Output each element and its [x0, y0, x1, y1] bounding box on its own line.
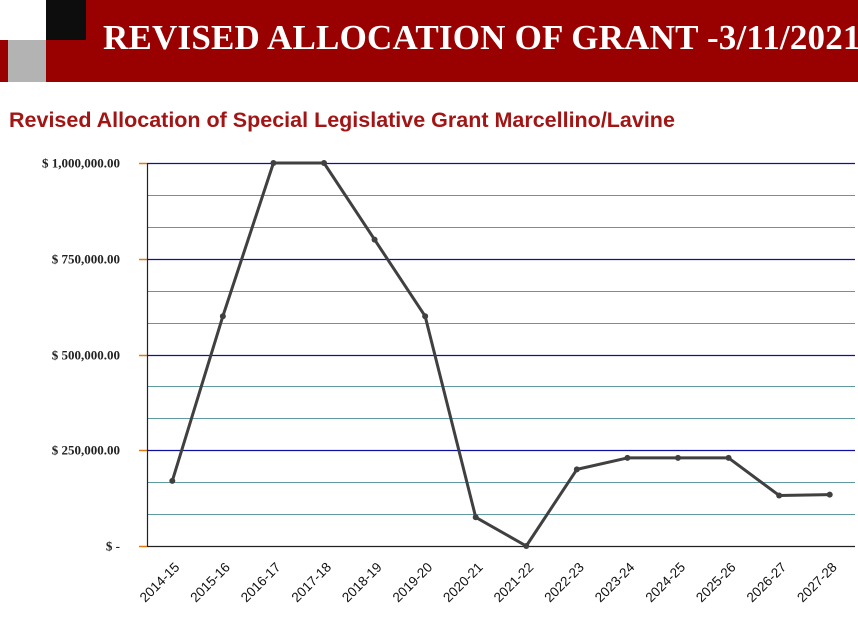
data-point — [169, 477, 176, 484]
decorative-square-white — [0, 0, 46, 40]
data-point — [675, 454, 681, 461]
data-point — [826, 491, 833, 498]
x-tick-label: 2015-16 — [187, 560, 233, 606]
x-tick-label: 2027-28 — [794, 560, 840, 606]
data-point — [371, 236, 378, 243]
title-banner: REVISED ALLOCATION OF GRANT -3/11/2021 — [0, 0, 858, 82]
data-point — [776, 492, 783, 499]
x-tick-label: 2024-25 — [642, 560, 688, 606]
x-tick-label: 2014-15 — [137, 560, 183, 606]
data-point — [270, 160, 277, 166]
x-tick-label: 2017-18 — [288, 560, 334, 606]
x-tick-label: 2025-26 — [693, 560, 739, 606]
decorative-square-black — [46, 0, 86, 40]
x-tick-label: 2022-23 — [541, 560, 587, 606]
x-tick-label: 2020-21 — [440, 560, 486, 606]
x-tick-label: 2019-20 — [390, 560, 436, 606]
x-tick-label: 2023-24 — [592, 559, 638, 605]
x-tick-label: 2026-27 — [744, 560, 790, 606]
data-point — [219, 313, 226, 320]
data-point — [725, 454, 732, 461]
x-tick-label: 2016-17 — [238, 560, 284, 606]
data-point — [573, 466, 580, 473]
decorative-square-gray — [8, 40, 46, 82]
data-point — [472, 514, 479, 521]
y-tick-label: $ 1,000,000.00 — [42, 156, 120, 171]
data-point — [321, 160, 327, 166]
x-tick-label: 2018-19 — [339, 560, 385, 606]
series-line — [170, 161, 832, 548]
data-point — [523, 543, 530, 549]
data-point — [624, 454, 631, 461]
chart-title: Revised Allocation of Special Legislativ… — [9, 108, 675, 132]
y-tick-label: $ 250,000.00 — [52, 443, 120, 458]
slide-title: REVISED ALLOCATION OF GRANT -3/11/2021 — [103, 18, 858, 57]
y-tick-label: $ 750,000.00 — [52, 252, 120, 267]
x-tick-label: 2021-22 — [491, 560, 537, 606]
y-tick-label: $ 500,000.00 — [52, 348, 120, 363]
data-point — [422, 313, 429, 320]
y-tick-label: $ - — [106, 539, 120, 554]
